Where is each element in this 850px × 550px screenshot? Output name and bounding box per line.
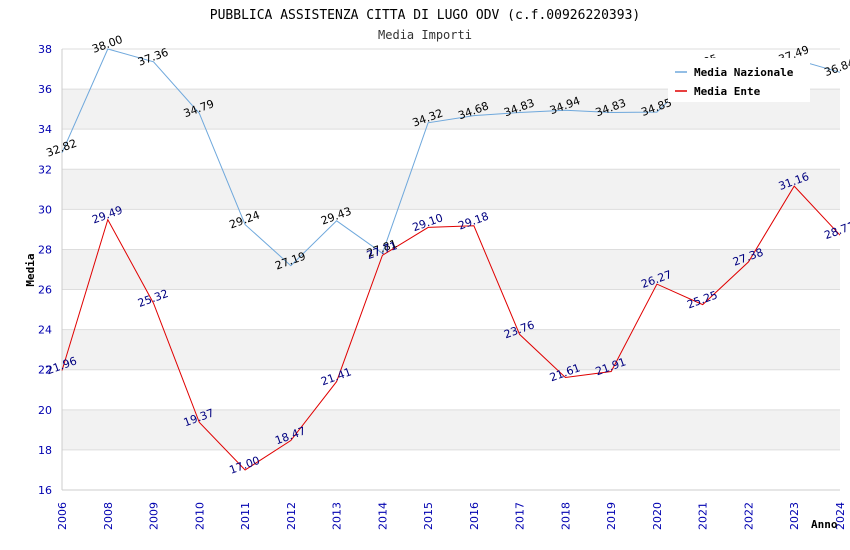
y-tick-labels: 16 18 20 22 24 26 28 30 32 34 36 38 xyxy=(38,43,52,497)
x-tick-label: 2021 xyxy=(697,502,710,530)
data-label: 29.10 xyxy=(411,211,445,234)
x-tick-label: 2008 xyxy=(102,502,115,530)
background-band xyxy=(62,249,840,290)
x-tick-label: 2023 xyxy=(788,502,801,530)
x-tick-label: 2011 xyxy=(239,502,252,530)
y-tick-label: 32 xyxy=(38,163,52,176)
x-tick-label: 2012 xyxy=(285,502,298,530)
y-tick-label: 24 xyxy=(38,324,52,337)
legend-label-media-nazionale: Media Nazionale xyxy=(694,66,794,79)
x-tick-label: 2017 xyxy=(514,502,527,530)
y-tick-label: 16 xyxy=(38,484,52,497)
x-tick-label: 2015 xyxy=(422,502,435,530)
x-tick-label: 2022 xyxy=(742,502,755,530)
data-label: 25.25 xyxy=(685,288,719,311)
x-tick-label: 2014 xyxy=(376,502,389,530)
data-label: 29.18 xyxy=(456,210,490,233)
y-tick-label: 28 xyxy=(38,243,52,256)
y-tick-label: 30 xyxy=(38,203,52,216)
data-label: 36.84 xyxy=(823,56,850,79)
x-tick-label: 2018 xyxy=(559,502,572,530)
background-band xyxy=(62,409,840,450)
legend-label-media-ente: Media Ente xyxy=(694,85,761,98)
x-tick-label: 2009 xyxy=(148,502,161,530)
x-tick-label: 2016 xyxy=(468,502,481,530)
chart-title: PUBBLICA ASSISTENZA CITTA DI LUGO ODV (c… xyxy=(210,8,640,23)
y-axis-label: Media xyxy=(24,253,37,286)
x-axis-label: Anno xyxy=(811,518,838,531)
background-band xyxy=(62,169,840,210)
y-tick-label: 20 xyxy=(38,404,52,417)
series-line-media-ente xyxy=(61,185,841,471)
data-label: 25.32 xyxy=(136,287,170,310)
x-tick-label: 2019 xyxy=(605,502,618,530)
y-tick-label: 18 xyxy=(38,444,52,457)
y-tick-label: 36 xyxy=(38,83,52,96)
x-tick-label: 2024 xyxy=(834,502,847,530)
chart-subtitle: Media Importi xyxy=(378,28,472,42)
axes xyxy=(61,49,840,491)
x-tick-label: 2006 xyxy=(56,502,69,530)
background-band xyxy=(62,329,840,370)
legend-box xyxy=(668,58,810,102)
y-tick-label: 38 xyxy=(38,43,52,56)
x-tick-label: 2020 xyxy=(651,502,664,530)
x-tick-label: 2013 xyxy=(331,502,344,530)
data-label: 29.24 xyxy=(228,208,262,231)
y-tick-label: 26 xyxy=(38,284,52,297)
x-tick-label: 2010 xyxy=(193,502,206,530)
x-tick-labels: 2006 2008 2009 2010 2011 2012 2013 2014 2015 2016… xyxy=(56,502,847,530)
legend: Media Nazionale Media Ente xyxy=(668,58,810,102)
y-tick-label: 22 xyxy=(38,364,52,377)
y-tick-label: 34 xyxy=(38,123,52,136)
background-bands xyxy=(62,89,840,450)
data-label: 28.71 xyxy=(823,219,850,242)
